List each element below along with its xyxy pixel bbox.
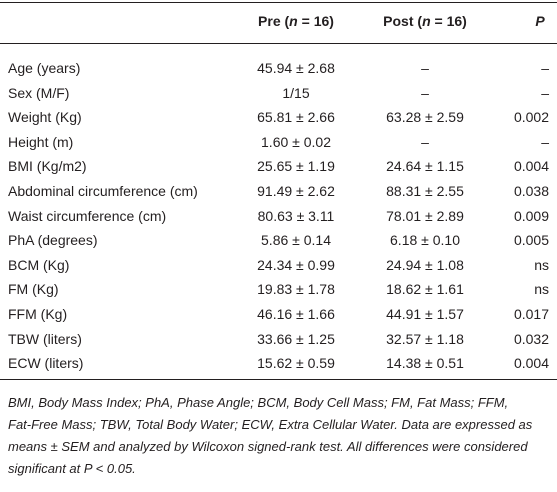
row-label: FM (Kg) xyxy=(8,281,59,298)
p-value: – xyxy=(541,133,549,150)
row-label: BCM (Kg) xyxy=(8,256,70,273)
post-value: 32.57 ± 1.18 xyxy=(386,330,464,347)
post-value: – xyxy=(421,84,429,101)
pre-value: 1/15 xyxy=(282,84,310,101)
pre-value: 46.16 ± 1.66 xyxy=(257,306,335,322)
row-label: FFM (Kg) xyxy=(8,306,68,322)
post-value: – xyxy=(421,133,429,150)
p-value: 0.005 xyxy=(513,232,549,249)
row-label: BMI (Kg/m2) xyxy=(8,158,87,175)
row-label: Sex (M/F) xyxy=(8,84,70,101)
header-text: Pre ( xyxy=(258,13,290,29)
p-value: 0.004 xyxy=(513,355,549,372)
post-value: – xyxy=(421,60,429,76)
footnote-line: means ± SEM and analyzed by Wilcoxon sig… xyxy=(8,439,528,454)
footnote-line: Fat-Free Mass; TBW, Total Body Water; EC… xyxy=(8,417,533,432)
post-value: 63.28 ± 2.59 xyxy=(386,109,464,126)
pre-value: 91.49 ± 2.62 xyxy=(257,183,335,199)
post-value: 88.31 ± 2.55 xyxy=(386,183,464,199)
post-value: 24.64 ± 1.15 xyxy=(386,158,464,175)
p-value: – xyxy=(541,84,549,101)
pre-value: 80.63 ± 3.11 xyxy=(257,207,335,224)
pre-value: 33.66 ± 1.25 xyxy=(257,330,335,347)
p-value: ns xyxy=(534,281,549,298)
row-label: Abdominal circumference (cm) xyxy=(8,183,198,199)
row-label: Waist circumference (cm) xyxy=(8,207,167,224)
p-value: 0.004 xyxy=(513,158,549,175)
pre-value: 19.83 ± 1.78 xyxy=(257,281,335,298)
post-value: 18.62 ± 1.61 xyxy=(386,281,464,298)
top-rule xyxy=(0,2,557,3)
post-value: 78.01 ± 2.89 xyxy=(386,207,464,224)
header-text: = 16) xyxy=(430,13,467,29)
pre-value: 25.65 ± 1.19 xyxy=(257,158,335,175)
row-label: TBW (liters) xyxy=(8,330,82,347)
pre-value: 15.62 ± 0.59 xyxy=(257,355,335,372)
header-cell: P xyxy=(535,13,545,29)
pre-value: 65.81 ± 2.66 xyxy=(257,109,335,126)
header-cell: Post (n = 16) xyxy=(345,12,505,30)
p-value: 0.017 xyxy=(513,306,549,322)
post-value: 44.91 ± 1.57 xyxy=(386,306,464,322)
p-value: 0.032 xyxy=(513,330,549,347)
p-value: 0.009 xyxy=(513,207,549,224)
row-label: Weight (Kg) xyxy=(8,109,82,126)
footnote-line: BMI, Body Mass Index; PhA, Phase Angle; … xyxy=(8,395,509,410)
header-text: = 16) xyxy=(297,13,334,29)
pre-value: 1.60 ± 0.02 xyxy=(261,133,331,150)
post-value: 24.94 ± 1.08 xyxy=(386,256,464,273)
row-label: Age (years) xyxy=(8,60,81,76)
bottom-rule xyxy=(0,379,557,380)
p-value: 0.002 xyxy=(513,109,549,126)
header-cell: Pre (n = 16) xyxy=(216,12,376,30)
pre-value: 45.94 ± 2.68 xyxy=(257,60,335,76)
p-value: 0.038 xyxy=(513,183,549,199)
row-label: Height (m) xyxy=(8,133,74,150)
header-text: Post ( xyxy=(383,13,423,29)
post-value: 6.18 ± 0.10 xyxy=(390,232,460,249)
header-text: n xyxy=(422,13,431,29)
p-value: ns xyxy=(534,256,549,273)
pre-value: 24.34 ± 0.99 xyxy=(257,256,335,273)
row-label: ECW (liters) xyxy=(8,355,84,372)
pre-value: 5.86 ± 0.14 xyxy=(261,232,331,249)
footnote-line: significant at P < 0.05. xyxy=(8,461,136,476)
row-label: PhA (degrees) xyxy=(8,232,98,249)
p-value: – xyxy=(541,60,549,76)
header-rule xyxy=(0,43,557,44)
post-value: 14.38 ± 0.51 xyxy=(386,355,464,372)
header-text: n xyxy=(289,13,298,29)
